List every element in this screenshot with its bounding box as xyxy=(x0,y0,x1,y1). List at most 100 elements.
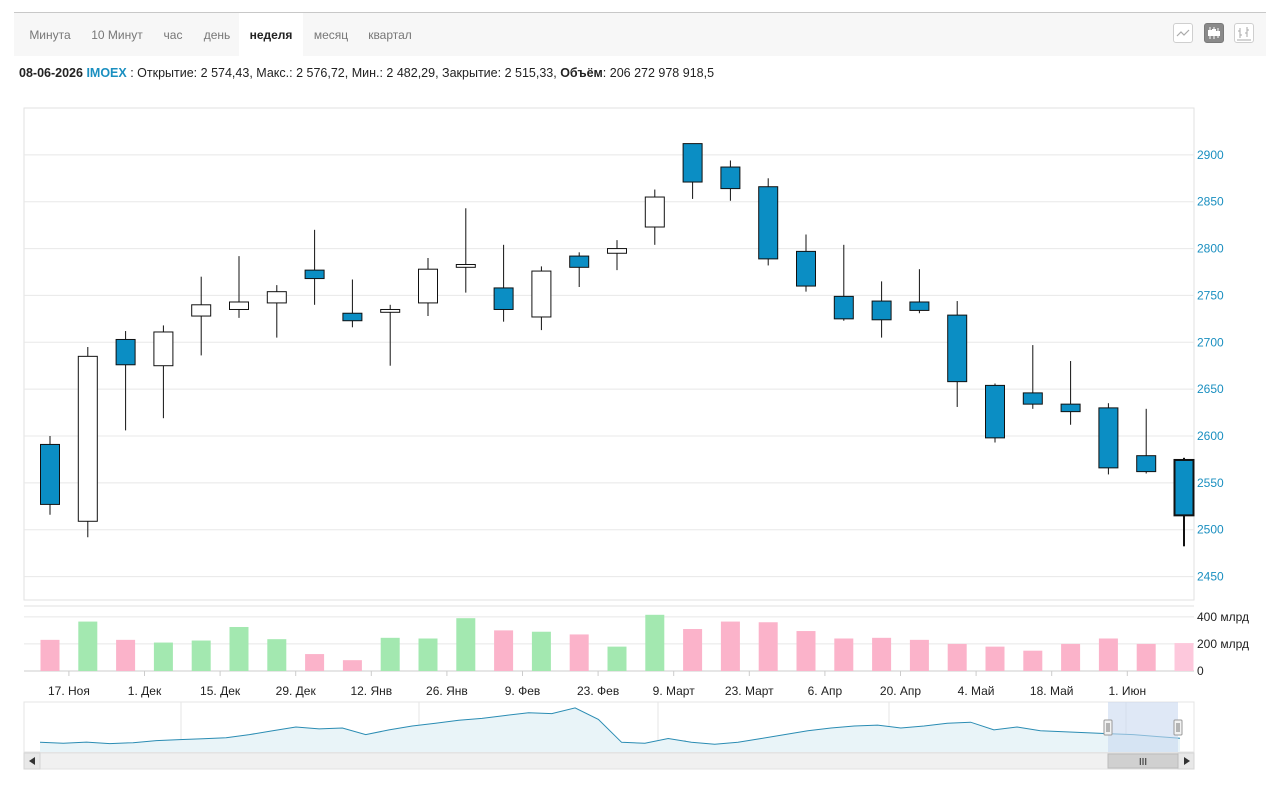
candle-body-down xyxy=(947,314,968,383)
volume-bar-up xyxy=(267,639,287,671)
candle-body-down xyxy=(985,384,1005,439)
candle-body-down xyxy=(1098,407,1119,469)
volume-bar-down xyxy=(834,638,854,671)
price-tick-label: 2650 xyxy=(1197,382,1224,396)
date-tick-label: 6. Апр xyxy=(808,684,843,698)
navigator[interactable]: 20182020202220242026III xyxy=(23,701,1195,770)
volume-bar-down xyxy=(985,646,1005,671)
date-tick-label: 17. Ноя xyxy=(48,684,90,698)
volume-bar-up xyxy=(153,642,173,671)
price-tick-label: 2550 xyxy=(1197,476,1224,490)
volume-bar-down xyxy=(683,629,703,671)
line-chart-icon xyxy=(1176,29,1190,37)
volume-bar-down xyxy=(758,622,778,671)
candle-body-up xyxy=(455,264,476,268)
info-separator: : xyxy=(126,66,138,80)
date-tick-label: 4. Май xyxy=(958,684,995,698)
candle-body-down xyxy=(569,255,590,268)
ohlc-bars-button[interactable] xyxy=(1234,23,1254,43)
volume-bar-up xyxy=(418,638,438,671)
candlestick-button[interactable] xyxy=(1204,23,1224,43)
info-ticker: IMOEX xyxy=(86,66,127,80)
volume-bar-down xyxy=(947,643,967,671)
candle-body-up xyxy=(266,291,287,304)
volume-bar-down xyxy=(1061,643,1081,671)
tab-quarter[interactable]: квартал xyxy=(368,28,412,42)
candle-body-down xyxy=(40,443,60,505)
candle-body-up xyxy=(531,270,552,318)
price-tick-label: 2700 xyxy=(1197,335,1224,349)
candle-body-down xyxy=(682,143,703,183)
volume-bar-down xyxy=(1136,643,1156,671)
navigator-handle-right[interactable] xyxy=(1173,719,1183,736)
period-tab-bar: Минута 10 Минут час день неделя месяц кв… xyxy=(14,13,1266,56)
info-close-value: 2 515,33 xyxy=(504,66,554,80)
tab-month[interactable]: месяц xyxy=(313,28,349,42)
tab-minute[interactable]: Минута xyxy=(29,28,71,42)
candle-body-up xyxy=(191,304,212,317)
candle-body-down xyxy=(493,287,514,310)
candle-body-down xyxy=(304,269,325,280)
volume-bar-up xyxy=(78,621,98,671)
info-open-label: Открытие: xyxy=(137,66,198,80)
candle-body-up xyxy=(644,196,665,228)
tab-10-minutes[interactable]: 10 Минут xyxy=(91,28,143,42)
tab-week[interactable]: неделя xyxy=(239,13,303,56)
candle-body-up xyxy=(153,331,174,367)
volume-bar-up xyxy=(380,637,400,671)
scrollbar-thumb[interactable] xyxy=(1107,753,1179,769)
info-volume-value: 206 272 978 918,5 xyxy=(609,66,715,80)
candle-body-down xyxy=(758,186,779,260)
volume-bar-up xyxy=(531,631,551,671)
candle-body-down xyxy=(1173,458,1195,517)
volume-axis: 0 200 млрд 400 млрд xyxy=(1197,610,1249,678)
info-volume-label: Объём xyxy=(560,66,603,80)
scroll-left-arrow-icon xyxy=(29,757,35,765)
date-tick-label: 12. Янв xyxy=(350,684,392,698)
price-tick-label: 2850 xyxy=(1197,195,1224,209)
candle-body-down xyxy=(1060,403,1081,413)
price-tick-label: 2500 xyxy=(1197,523,1224,537)
volume-bar-down xyxy=(1174,643,1194,671)
price-grid xyxy=(23,107,1195,601)
price-tick-label: 2750 xyxy=(1197,288,1224,302)
navigator-line xyxy=(39,707,1181,745)
ohlc-bars-icon xyxy=(1237,27,1251,41)
candle-body-down xyxy=(833,295,854,320)
date-tick-label: 23. Фев xyxy=(577,684,619,698)
date-axis: 17. Ноя 1. Дек 15. Дек 29. Дек 12. Янв 26. Ян… xyxy=(48,671,1146,698)
info-high-value: 2 576,72 xyxy=(296,66,345,80)
volume-tick-label: 400 млрд xyxy=(1197,610,1249,624)
navigator-handle-left[interactable] xyxy=(1103,719,1113,736)
candles-series xyxy=(40,143,1195,547)
line-chart-button[interactable] xyxy=(1173,23,1193,43)
volume-bar-down xyxy=(494,630,514,671)
date-tick-label: 1. Дек xyxy=(128,684,162,698)
date-tick-label: 18. Май xyxy=(1030,684,1074,698)
navigator-area xyxy=(40,707,1180,752)
date-tick-label: 1. Июн xyxy=(1109,684,1147,698)
date-tick-label: 9. Март xyxy=(653,684,696,698)
navigator-selection[interactable] xyxy=(1108,702,1178,752)
volume-bar-down xyxy=(909,639,929,671)
candle-body-up xyxy=(418,268,438,304)
candle-body-down xyxy=(720,166,741,190)
scrollbar-grip-icon: III xyxy=(1139,757,1147,768)
candle-body-down xyxy=(909,301,930,311)
candle-body-up xyxy=(607,248,627,254)
volume-bar-down xyxy=(872,637,892,671)
date-tick-label: 9. Фев xyxy=(505,684,541,698)
volume-bar-up xyxy=(607,646,627,671)
candle-body-down xyxy=(1022,392,1043,405)
price-tick-label: 2600 xyxy=(1197,429,1224,443)
info-high-label: Макс.: xyxy=(256,66,293,80)
candlestick-icon xyxy=(1208,27,1220,39)
price-axis: 2450 2500 2550 2600 2650 2700 2750 2800 2850 2900 xyxy=(1197,148,1224,584)
candle-body-down xyxy=(796,250,816,287)
candle-body-down xyxy=(871,300,892,321)
candle-body-down xyxy=(342,312,363,322)
tab-hour[interactable]: час xyxy=(163,28,183,42)
volume-tick-label: 0 xyxy=(1197,664,1204,678)
tab-day[interactable]: день xyxy=(203,28,231,42)
date-tick-label: 26. Янв xyxy=(426,684,468,698)
